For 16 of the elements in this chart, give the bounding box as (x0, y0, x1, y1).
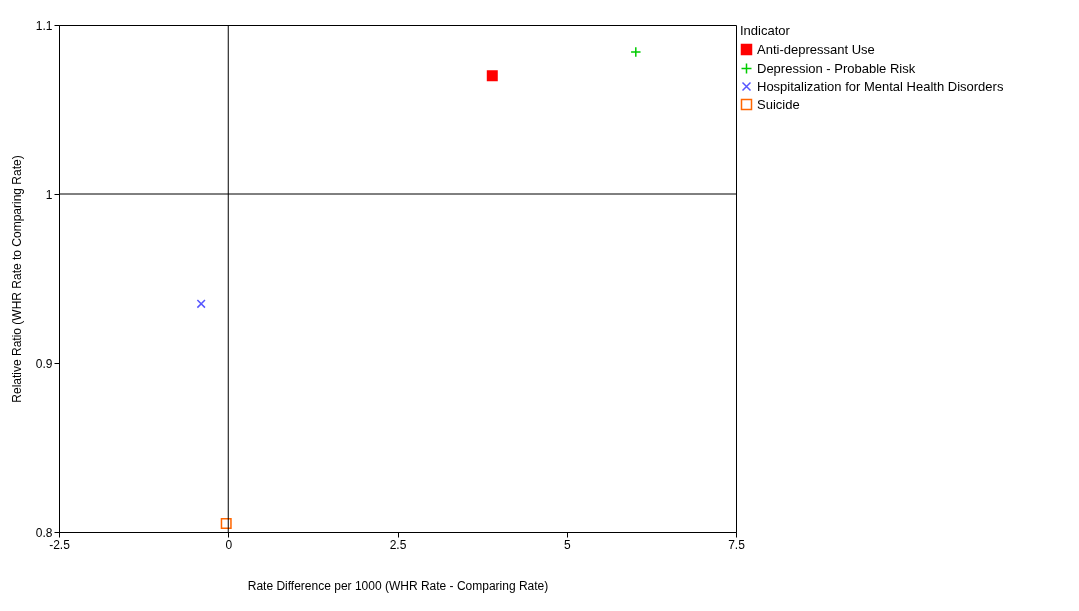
legend-label: Suicide (757, 96, 800, 112)
y-tick-label: 0.9 (35, 356, 53, 371)
legend-title: Indicator (740, 23, 791, 38)
x-tick-label: 7.5 (728, 537, 746, 552)
legend-label: Hospitalization for Mental Health Disorders (757, 78, 1004, 94)
y-axis-title: Relative Ratio (WHR Rate to Comparing Rate) (9, 155, 24, 403)
y-tick-label: 1 (45, 187, 53, 202)
x-tick-label: -2.5 (49, 537, 71, 552)
y-tick-label: 0.8 (35, 525, 53, 540)
x-tick-label: 0 (225, 537, 233, 552)
y-tick-label: 1.1 (35, 18, 53, 33)
x-tick-label: 2.5 (389, 537, 407, 552)
x-axis-title: Rate Difference per 1000 (WHR Rate - Comparing Rate) (247, 578, 549, 593)
legend-label: Anti-depressant Use (757, 41, 875, 57)
x-tick-label: 5 (563, 537, 571, 552)
legend-label: Depression - Probable Risk (757, 60, 916, 76)
